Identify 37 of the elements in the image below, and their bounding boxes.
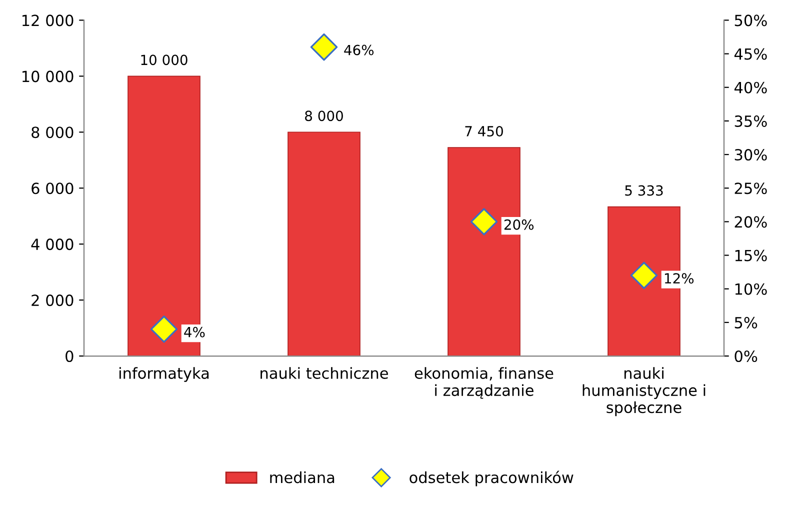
y2-tick-label: 35% [734, 115, 767, 127]
legend-label: odsetek pracowników [410, 470, 574, 486]
data-label: 20% [504, 219, 534, 230]
legend-label: mediana [270, 471, 334, 484]
point [310, 33, 338, 61]
y2-tick-label: 10% [735, 283, 767, 295]
data-label: 8 000 [305, 110, 343, 122]
x-tick-label: ekonomia, finanse i zarządzanie [414, 367, 554, 399]
data-label: 5 333 [625, 185, 663, 196]
y2-tick-label: 0% [734, 350, 758, 362]
y2-tick-label: 15% [735, 250, 767, 262]
y-tick-label: 8 000 [32, 126, 74, 138]
y2-tick-label: 25% [734, 182, 767, 194]
y-tick-label: 2 000 [32, 294, 74, 306]
x-tick-label: informatyka [120, 367, 209, 382]
y2-tick-label: 50% [734, 14, 767, 26]
y-tick-label: 12 000 [22, 14, 74, 26]
x-tick-label: nauki humanistyczne i społeczne [582, 367, 706, 416]
data-label: 7 450 [465, 126, 503, 137]
y2-tick-label: 20% [734, 216, 767, 228]
y2-tick-label: 5% [734, 316, 758, 328]
y-tick-label: 10 000 [22, 70, 74, 82]
y-tick-label: 6 000 [32, 182, 74, 194]
y-tick-label: 0 [66, 350, 74, 362]
data-label: 10 000 [141, 54, 188, 66]
x-tick-label: nauki techniczne [260, 367, 388, 379]
y2-tick-label: 40% [734, 82, 767, 94]
data-label: 12% [664, 273, 694, 284]
bar [288, 132, 360, 356]
y-tick-label: 4 000 [31, 238, 74, 250]
y2-tick-label: 45% [734, 48, 767, 60]
data-label: 4% [184, 326, 205, 338]
point [150, 316, 178, 343]
data-label: 46% [344, 44, 374, 56]
y2-tick-label: 30% [734, 148, 767, 161]
point [470, 208, 498, 236]
point [630, 262, 658, 290]
